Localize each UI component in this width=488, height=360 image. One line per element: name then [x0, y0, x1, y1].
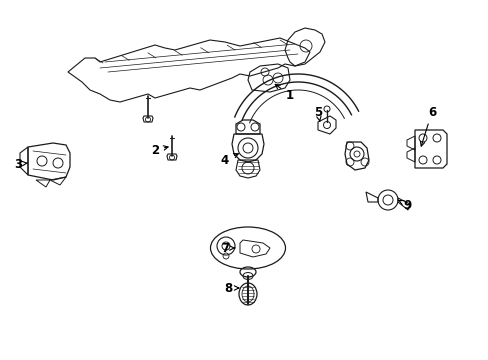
Text: 1: 1	[275, 84, 293, 102]
Text: 4: 4	[221, 153, 238, 166]
Text: 2: 2	[151, 144, 168, 157]
Text: 9: 9	[398, 198, 411, 212]
Text: 8: 8	[224, 282, 238, 294]
Text: 7: 7	[221, 242, 234, 255]
Text: 6: 6	[420, 105, 435, 146]
Text: 3: 3	[14, 158, 28, 171]
Text: 5: 5	[313, 105, 322, 121]
